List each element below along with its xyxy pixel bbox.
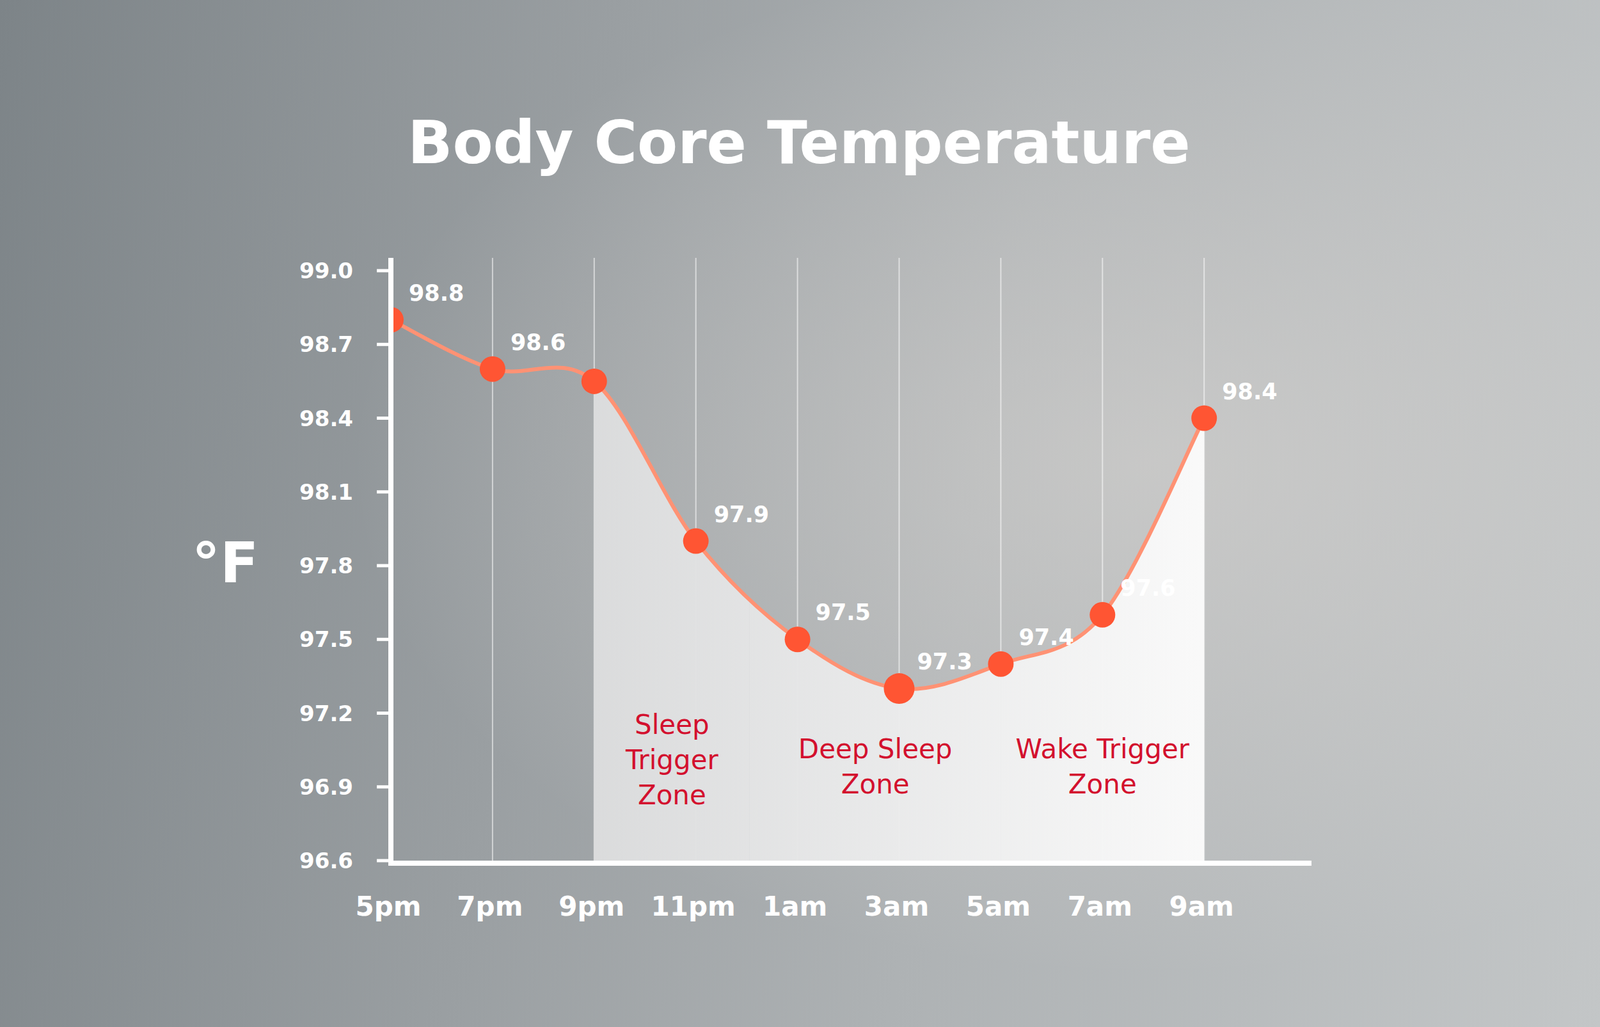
x-tick-label: 1am — [762, 890, 828, 922]
y-tick-label: 97.2 — [299, 700, 354, 727]
y-tick-label: 98.1 — [299, 479, 354, 505]
zone-area — [1000, 319, 1204, 861]
y-tick — [376, 490, 391, 494]
y-tick-label: 98.4 — [299, 405, 354, 432]
data-label: 98.4 — [1221, 378, 1277, 405]
x-tick-label: 9pm — [558, 890, 625, 922]
data-point — [581, 368, 608, 395]
zone-label: Zone — [1068, 768, 1137, 800]
y-tick — [376, 784, 391, 789]
chart: Body Core Temperature°FSleepTriggerZoneD… — [0, 0, 1600, 1027]
x-tick-label: 9am — [1169, 890, 1235, 922]
data-point — [1089, 601, 1116, 628]
data-label: 97.5 — [815, 599, 871, 626]
title: Body Core Temperature — [407, 108, 1190, 178]
zone-label: Zone — [841, 768, 910, 800]
x-tick-label: 3am — [864, 890, 929, 922]
x-tick-label: 7pm — [456, 890, 523, 922]
data-point — [683, 528, 709, 555]
zone-label: Deep Sleep — [798, 733, 953, 765]
data-label: 97.4 — [1018, 624, 1074, 650]
data-point — [1191, 405, 1217, 432]
data-label: 97.3 — [917, 648, 973, 675]
zone-area — [594, 319, 750, 861]
data-label: 97.6 — [1120, 575, 1176, 601]
x-tick-label: 7am — [1067, 890, 1133, 922]
x-axis — [388, 860, 1312, 866]
y-tick-label: 96.9 — [299, 774, 354, 800]
y-axis — [388, 257, 394, 865]
y-tick — [376, 564, 391, 568]
y-tick-label: 97.8 — [299, 552, 354, 579]
zone-label: Wake Trigger — [1015, 733, 1190, 765]
y-tick-label: 96.6 — [299, 847, 354, 874]
data-label: 98.8 — [408, 280, 464, 306]
data-label: 98.6 — [510, 329, 566, 356]
y-tick — [376, 269, 391, 273]
data-line — [390, 319, 1204, 690]
background — [0, 0, 1600, 1027]
zone-label: Sleep — [634, 708, 710, 741]
data-point — [784, 626, 811, 652]
y-tick-label: 97.5 — [299, 626, 354, 652]
data-point — [884, 673, 915, 704]
y-axis-label: °F — [191, 529, 259, 596]
data-point — [987, 651, 1014, 677]
y-tick-label: 98.7 — [299, 331, 354, 357]
data-point — [479, 356, 506, 382]
x-tick-label: 11pm — [651, 890, 736, 922]
x-tick-label: 5pm — [355, 890, 421, 922]
zone-label: Zone — [637, 779, 707, 811]
data-label: 97.9 — [713, 501, 769, 528]
y-tick — [376, 859, 391, 863]
y-tick — [376, 637, 391, 642]
x-tick-label: 5am — [966, 890, 1031, 922]
plot-area — [390, 307, 1217, 861]
y-tick — [376, 416, 391, 420]
zone-label: Trigger — [625, 744, 720, 776]
grid-line — [491, 257, 494, 861]
zone-area — [749, 319, 1001, 861]
y-tick — [376, 711, 391, 715]
y-tick — [376, 342, 391, 347]
y-tick-label: 99.0 — [299, 257, 354, 284]
